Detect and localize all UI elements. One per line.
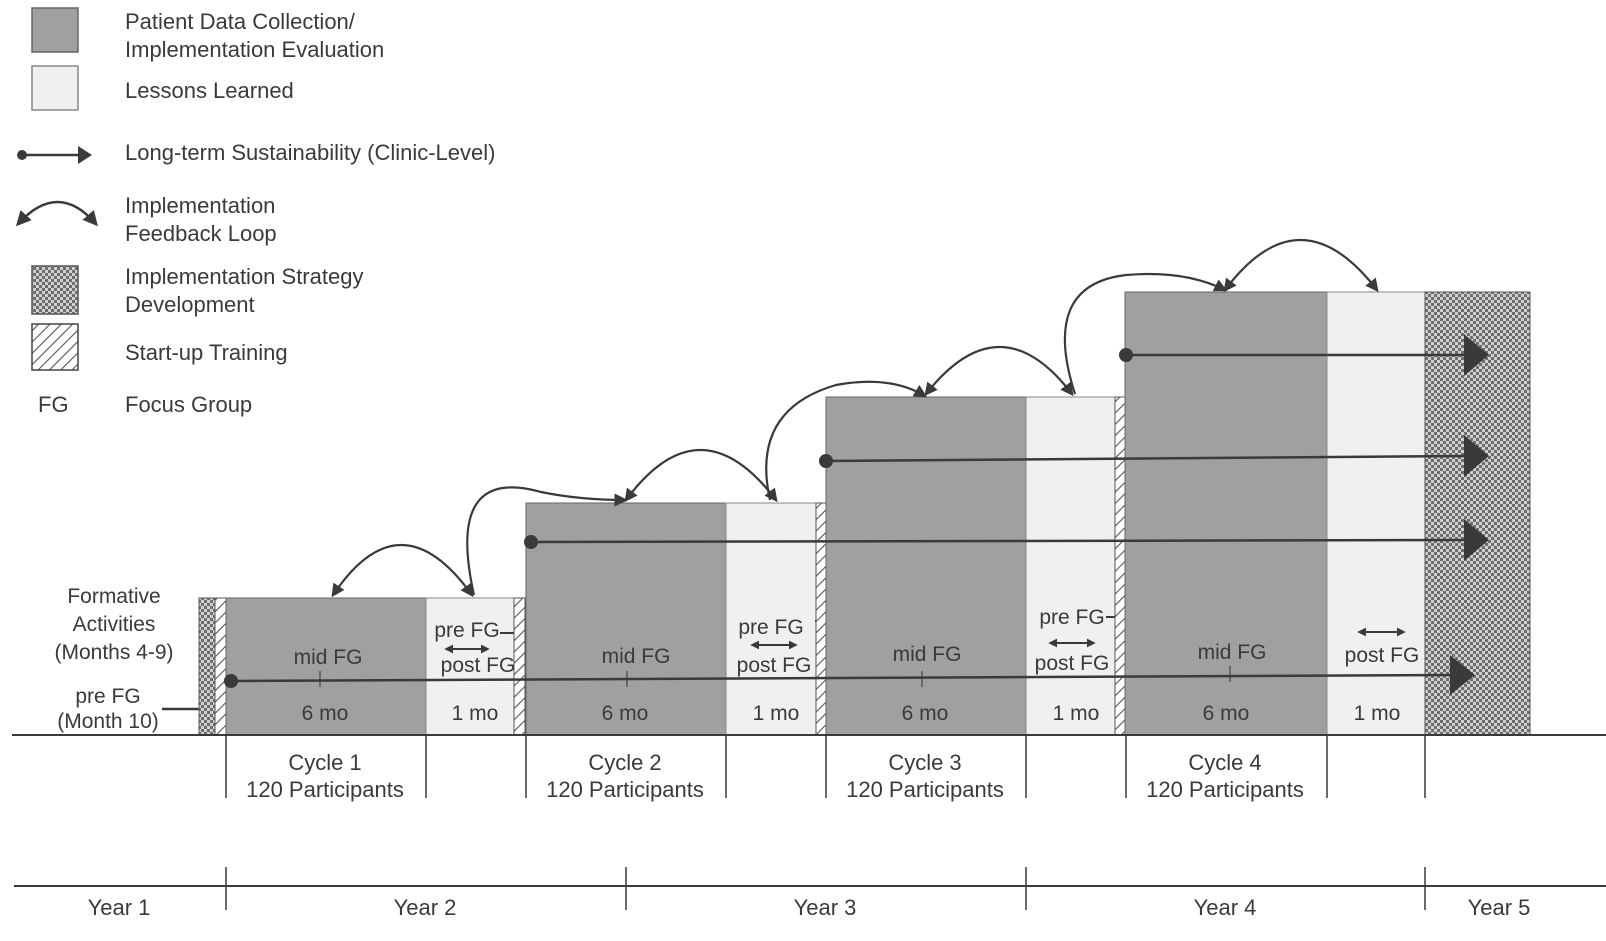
year-3-label: Year 3	[794, 895, 857, 920]
formative-line1: Formative	[67, 585, 160, 608]
cycle-3-lessons-learned	[1025, 396, 1116, 736]
formative-line2: Activities	[73, 613, 156, 636]
cycle-3-pre-fg: pre FG	[1039, 606, 1104, 629]
cycle-1-data-collection	[225, 597, 427, 736]
cycle-4-lessons-learned	[1326, 291, 1426, 736]
cycle-2: mid FG 6 mo pre FG post FG 1 mo	[525, 502, 877, 736]
cycle-1-mid-fg: mid FG	[294, 646, 363, 669]
legend-sustainability: Long-term Sustainability (Clinic-Level)	[125, 140, 495, 165]
sustainability-arrows	[224, 334, 1489, 695]
patient-data-swatch	[31, 7, 79, 53]
cycle-2-title: Cycle 2	[588, 750, 661, 775]
cycle-2-pre-fg: pre FG	[738, 616, 803, 639]
cycle-1-title: Cycle 1	[288, 750, 361, 775]
year-ticks	[225, 867, 1426, 910]
cycle-4-post-fg: post FG	[1345, 644, 1420, 667]
cycle-1-lessons-learned	[425, 597, 515, 736]
cycle-1-post-fg: post FG	[441, 654, 516, 677]
sustainability-arrow-icon	[17, 146, 92, 164]
cycle-1-participants: 120 Participants	[246, 777, 404, 802]
cycle-4-title: Cycle 4	[1188, 750, 1261, 775]
feedback-loop-icon	[15, 200, 98, 227]
legend-fg-meaning: Focus Group	[125, 392, 252, 417]
legend-fg-abbrev: FG	[38, 392, 69, 417]
legend-feedback-line2: Feedback Loop	[125, 221, 277, 246]
cycle-1-pre-fg: pre FG	[434, 619, 499, 642]
cycle-3: mid FG 6 mo pre FG post FG 1 mo	[825, 396, 1170, 736]
cycle-1-startup-training	[513, 597, 526, 736]
startup-training-swatch	[31, 323, 79, 371]
cycle-2-duration-1mo: 1 mo	[753, 702, 800, 725]
legend-strategy-line2: Development	[125, 292, 255, 317]
cycle-2-mid-fg: mid FG	[602, 645, 671, 668]
formative-pre-fg: pre FG	[75, 685, 140, 708]
formative-month: (Month 10)	[57, 710, 159, 733]
cycle-3-mid-fg: mid FG	[893, 643, 962, 666]
lessons-learned-swatch	[31, 65, 79, 111]
cycle-3-post-fg: post FG	[1035, 652, 1110, 675]
cycle-3-startup-training	[1114, 396, 1127, 736]
year-2-label: Year 2	[394, 895, 457, 920]
cycle-4-duration-6mo: 6 mo	[1203, 702, 1250, 725]
cycle-3-participants: 120 Participants	[846, 777, 1004, 802]
cycle-1: mid FG 6 mo pre FG post FG 1 mo	[225, 597, 552, 736]
cycle-4-participants: 120 Participants	[1146, 777, 1304, 802]
cycle-2-post-fg: post FG	[737, 654, 812, 677]
legend-patient-data-line1: Patient Data Collection/	[125, 9, 356, 34]
strategy-development-swatch	[31, 265, 79, 315]
strategy-development-block	[198, 597, 216, 736]
legend-feedback-line1: Implementation	[125, 193, 275, 218]
cycle-2-duration-6mo: 6 mo	[602, 702, 649, 725]
legend: Patient Data Collection/ Implementation …	[15, 7, 495, 417]
cycle-2-participants: 120 Participants	[546, 777, 704, 802]
final-strategy-development	[1424, 291, 1531, 736]
cycle-3-duration-6mo: 6 mo	[902, 702, 949, 725]
cycle-4-mid-fg: mid FG	[1198, 641, 1267, 664]
cycle-3-data-collection	[825, 396, 1027, 736]
formative-line3: (Months 4-9)	[54, 641, 173, 664]
cycle-2-startup-training	[815, 502, 828, 736]
cycle-dividers	[225, 735, 1426, 798]
legend-patient-data-line2: Implementation Evaluation	[125, 37, 384, 62]
cycle-4-duration-1mo: 1 mo	[1354, 702, 1401, 725]
legend-lessons-learned: Lessons Learned	[125, 78, 294, 103]
year-4-label: Year 4	[1194, 895, 1257, 920]
year-5-label: Year 5	[1468, 895, 1531, 920]
cycle-1-duration-1mo: 1 mo	[452, 702, 499, 725]
cycle-4: mid FG 6 mo post FG 1 mo	[1124, 291, 1531, 736]
cycle-4-data-collection	[1124, 291, 1328, 736]
startup-training-block	[214, 597, 227, 736]
feedback-loops	[331, 239, 1379, 598]
legend-startup-training: Start-up Training	[125, 340, 288, 365]
cycle-1-duration-6mo: 6 mo	[302, 702, 349, 725]
cycle-3-title: Cycle 3	[888, 750, 961, 775]
formative-activities: Formative Activities (Months 4-9) pre FG…	[54, 585, 258, 736]
year-1-label: Year 1	[88, 895, 151, 920]
cycle-3-duration-1mo: 1 mo	[1053, 702, 1100, 725]
cycle-2-data-collection	[525, 502, 727, 736]
legend-strategy-line1: Implementation Strategy	[125, 264, 363, 289]
